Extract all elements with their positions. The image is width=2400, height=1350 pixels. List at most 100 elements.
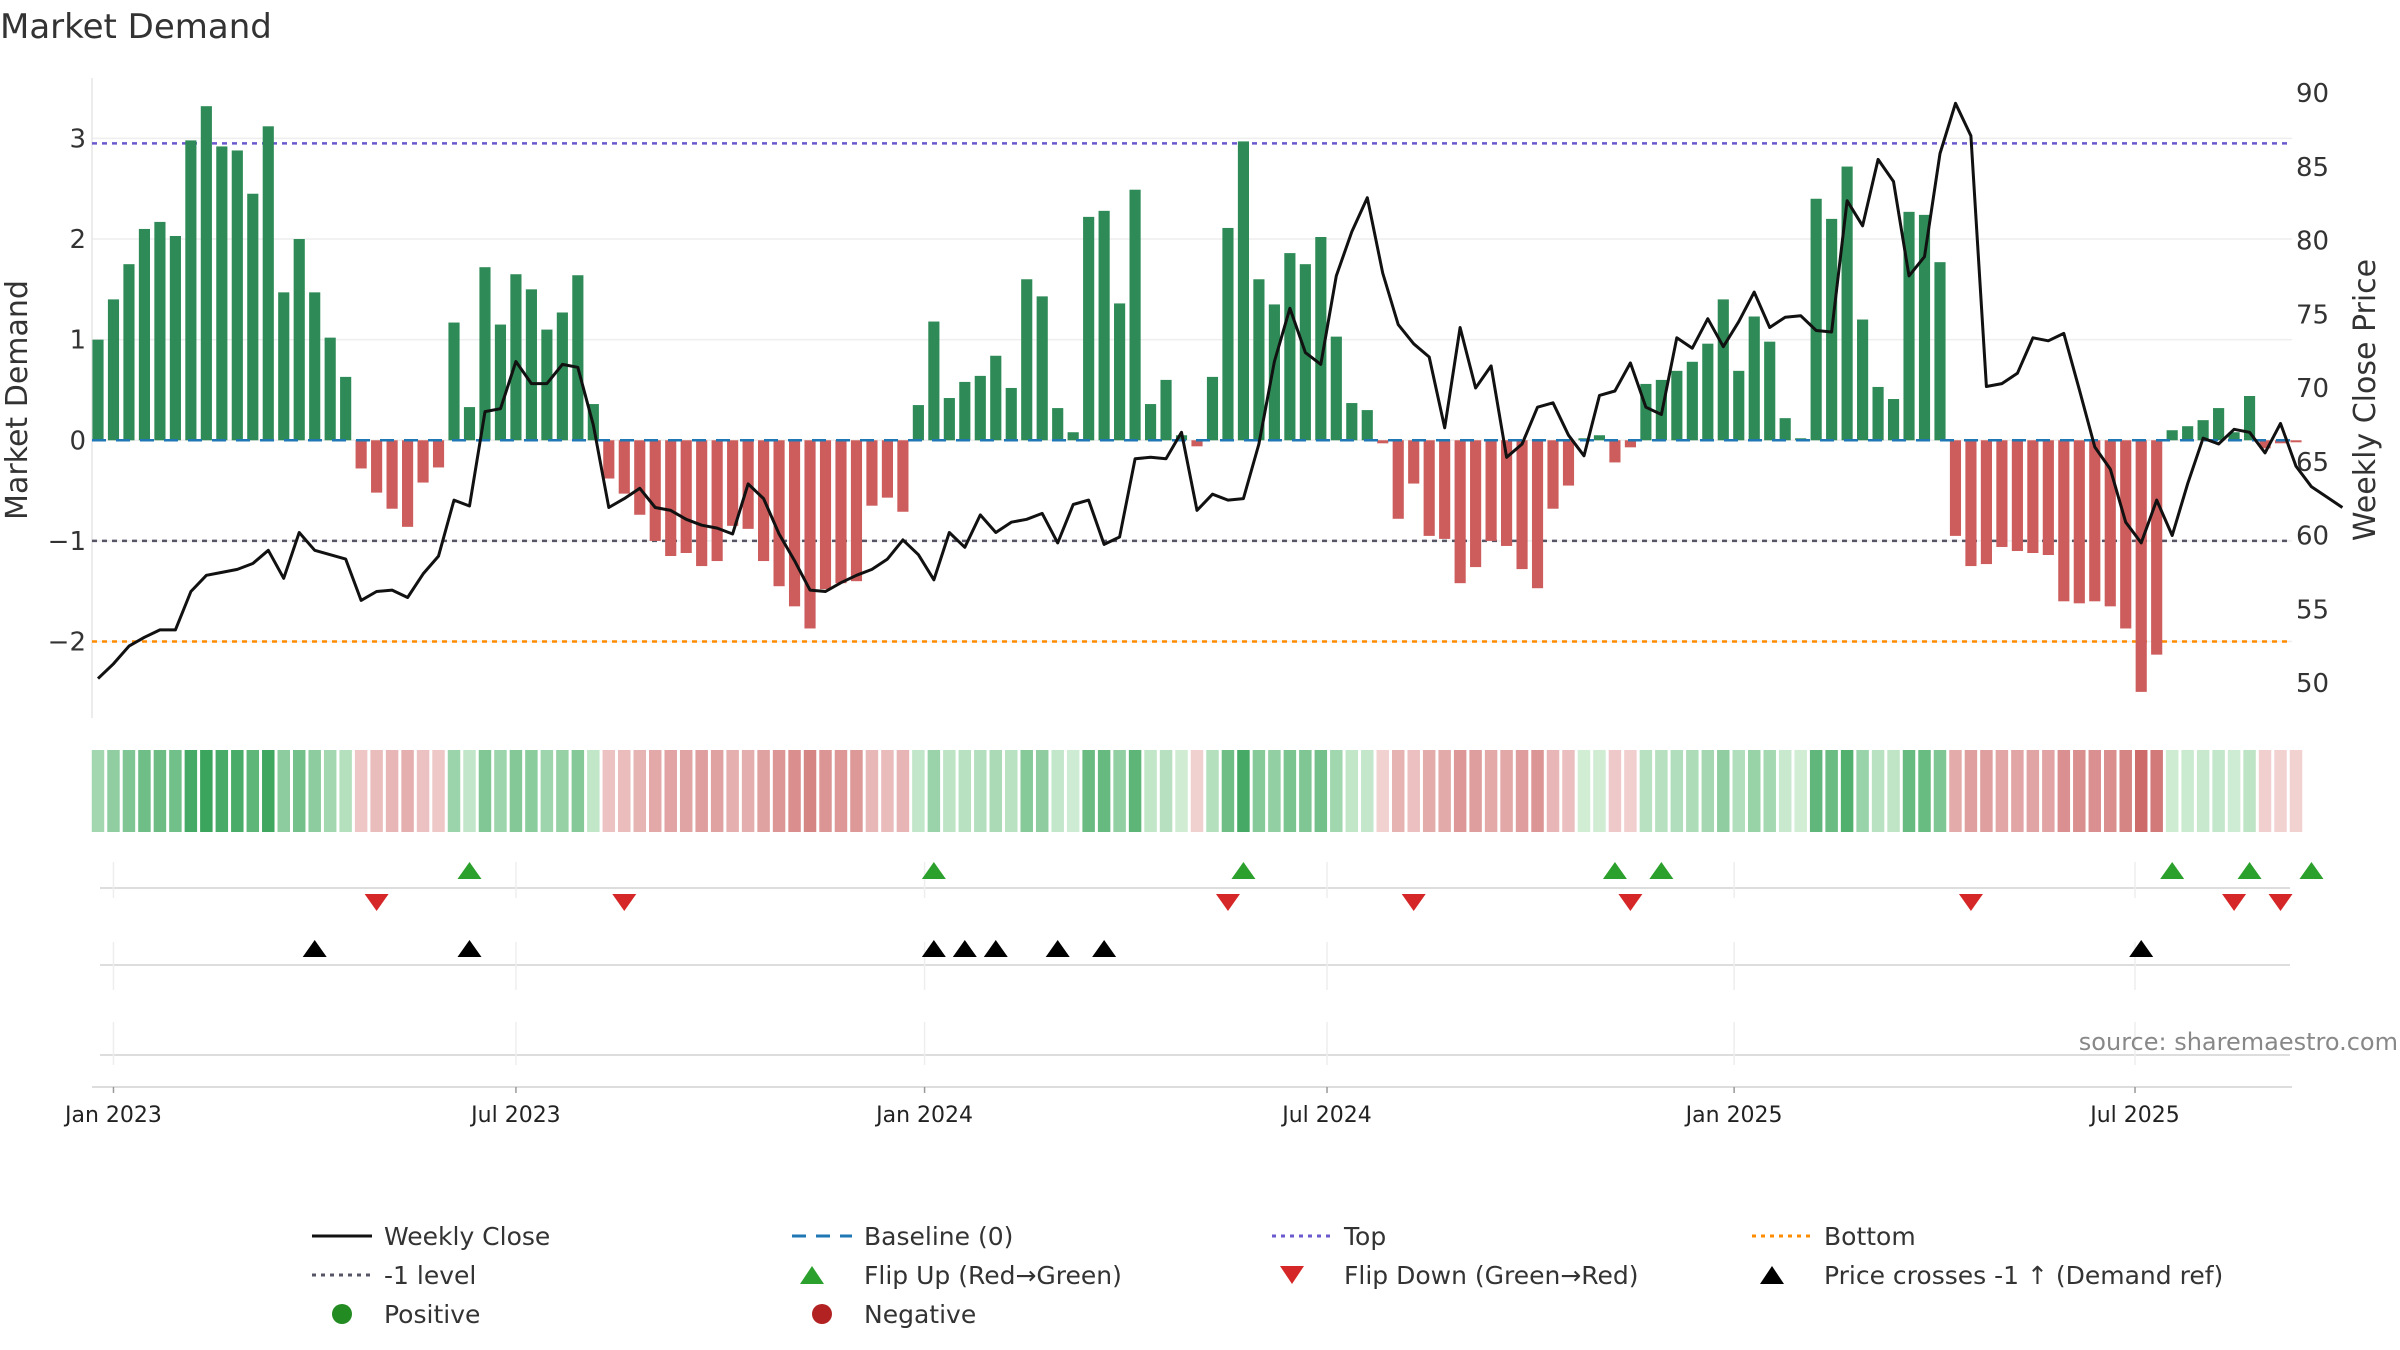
demand-bar: [1624, 440, 1636, 448]
svg-text:Price crosses -1 ↑ (Demand ref: Price crosses -1 ↑ (Demand ref): [1824, 1261, 2223, 1290]
demand-bar: [912, 405, 924, 441]
legend-flip-up: Flip Up (Red→Green): [800, 1261, 1122, 1290]
intensity-cell: [2212, 750, 2225, 832]
demand-bar: [1934, 262, 1946, 441]
legend-top: Top: [1272, 1222, 1386, 1251]
demand-bar: [1114, 303, 1126, 441]
intensity-cell: [1144, 750, 1157, 832]
demand-bar: [866, 440, 878, 506]
price-cross-marker: [983, 940, 1008, 957]
demand-bar: [371, 440, 383, 493]
demand-bar: [1887, 399, 1900, 441]
flip-up-marker: [2237, 862, 2262, 879]
demand-bar: [1841, 166, 1853, 441]
intensity-cell: [1980, 750, 1993, 832]
demand-bar: [665, 440, 677, 557]
intensity-cell: [1639, 750, 1653, 832]
price-cross-marker: [302, 940, 327, 957]
intensity-cell: [1361, 750, 1374, 832]
intensity-cell: [726, 750, 739, 832]
intensity-cell: [1175, 750, 1188, 832]
demand-bar: [1392, 440, 1404, 519]
right-tick-label: 85: [2296, 153, 2329, 183]
event-rows: [92, 862, 2292, 1088]
intensity-cell: [1206, 750, 1219, 832]
right-tick-label: 55: [2296, 595, 2329, 625]
intensity-cell: [1252, 750, 1266, 832]
demand-bar: [262, 126, 274, 441]
demand-bar: [1593, 435, 1606, 441]
right-axis-label: Weekly Close Price: [2348, 259, 2383, 541]
intensity-cell: [2026, 750, 2040, 832]
left-tick-label: 2: [69, 225, 86, 255]
weekly-close-line: [96, 101, 2344, 680]
intensity-cell: [432, 750, 445, 832]
intensity-cell: [834, 750, 848, 832]
intensity-cell: [1531, 750, 1544, 832]
right-tick-label: 70: [2296, 374, 2329, 404]
demand-bar: [572, 275, 584, 441]
demand-bar: [1949, 440, 1962, 536]
demand-bar: [1253, 279, 1265, 441]
intensity-cell: [91, 750, 105, 832]
intensity-cell: [323, 750, 337, 832]
demand-bar: [1485, 440, 1497, 541]
intensity-cell: [354, 750, 368, 832]
intensity-cell: [1438, 750, 1451, 832]
demand-bar: [1470, 440, 1482, 568]
demand-bar: [1021, 279, 1033, 441]
demand-bar: [835, 440, 847, 584]
demand-bar: [804, 440, 816, 629]
demand-bar: [1237, 141, 1250, 441]
demand-bar: [1810, 198, 1822, 441]
intensity-cell: [169, 750, 182, 832]
demand-bar: [1408, 440, 1420, 484]
demand-bar: [479, 267, 491, 441]
demand-bar: [123, 264, 135, 441]
legend-bottom: Bottom: [1752, 1222, 1916, 1251]
intensity-cell: [1717, 750, 1730, 832]
intensity-cell: [1453, 750, 1467, 832]
intensity-cell: [200, 750, 213, 832]
intensity-cell: [1825, 750, 1838, 832]
svg-text:Baseline (0): Baseline (0): [864, 1222, 1013, 1251]
intensity-cell: [1871, 750, 1885, 832]
intensity-cell: [370, 750, 383, 832]
intensity-cell: [1159, 750, 1173, 832]
demand-bar: [1052, 408, 1064, 441]
flip-down-marker: [1401, 894, 1426, 911]
demand-bar: [2027, 440, 2039, 553]
demand-bar: [897, 440, 909, 512]
intensity-cell: [958, 750, 972, 832]
demand-bar: [525, 289, 537, 441]
intensity-cell: [2289, 750, 2303, 832]
demand-bar: [1067, 432, 1079, 441]
demand-bar: [231, 150, 243, 441]
intensity-cell: [1608, 750, 1622, 832]
demand-bar: [603, 440, 615, 479]
intensity-cell: [1809, 750, 1823, 832]
demand-bar: [278, 292, 290, 441]
legend-minus-one: -1 level: [312, 1261, 476, 1290]
intensity-cell: [447, 750, 461, 832]
demand-bar: [634, 440, 646, 515]
demand-bar: [1083, 216, 1095, 441]
intensity-cell: [1949, 750, 1962, 832]
left-axis-label: Market Demand: [0, 280, 35, 520]
chart-title: Market Demand: [0, 7, 272, 47]
intensity-cell: [262, 750, 275, 832]
intensity-cell: [2134, 750, 2148, 832]
intensity-cell: [1902, 750, 1916, 832]
demand-bar: [1005, 387, 1017, 441]
svg-text:Positive: Positive: [384, 1300, 480, 1329]
demand-bar: [1191, 440, 1203, 447]
price-cross-marker: [1045, 940, 1070, 957]
flip-up-marker: [1231, 862, 1256, 879]
demand-bar: [1965, 440, 1977, 567]
demand-bar: [138, 228, 151, 441]
intensity-cell: [896, 750, 910, 832]
intensity-cell: [927, 750, 941, 832]
demand-bar: [850, 440, 863, 582]
price-cross-markers: [302, 940, 2154, 957]
flip-up-marker: [1649, 862, 1674, 879]
